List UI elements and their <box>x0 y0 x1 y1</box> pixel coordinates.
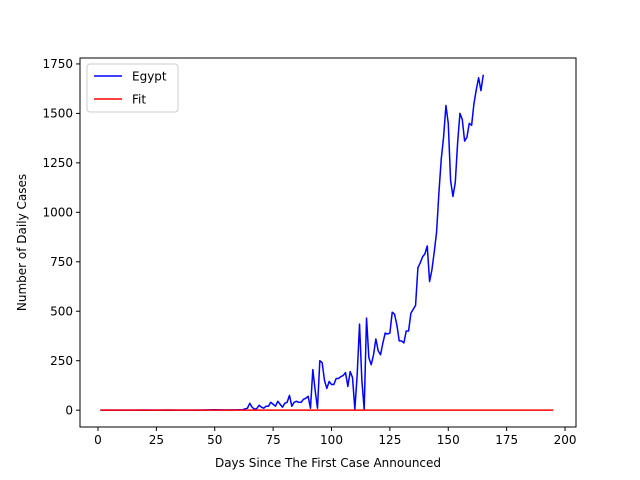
x-tick-label: 200 <box>554 433 577 447</box>
y-tick-label: 1750 <box>42 57 73 71</box>
y-tick-label: 0 <box>65 403 73 417</box>
x-axis-ticks: 0 25 50 75 100 125 150 175 200 <box>94 427 576 447</box>
plot-frame <box>79 57 577 428</box>
legend-label-fit: Fit <box>132 93 146 107</box>
x-tick-label: 50 <box>207 433 222 447</box>
x-tick-label: 75 <box>265 433 280 447</box>
y-axis-ticks: 0 250 500 750 1000 1250 1500 1750 <box>42 57 80 417</box>
y-tick-label: 1500 <box>42 107 73 121</box>
y-tick-label: 750 <box>50 255 73 269</box>
x-tick-label: 125 <box>378 433 401 447</box>
x-tick-label: 0 <box>94 433 102 447</box>
y-tick-label: 1000 <box>42 206 73 220</box>
x-axis-label: Days Since The First Case Announced <box>215 456 441 470</box>
plot-area <box>80 58 576 427</box>
x-tick-label: 175 <box>495 433 518 447</box>
legend-label-egypt: Egypt <box>132 70 167 84</box>
y-tick-label: 250 <box>50 354 73 368</box>
y-tick-label: 500 <box>50 305 73 319</box>
series-layer <box>100 74 554 411</box>
y-tick-label: 1250 <box>42 156 73 170</box>
x-tick-label: 100 <box>320 433 343 447</box>
legend: Egypt Fit <box>86 63 179 113</box>
y-axis-label: Number of Daily Cases <box>15 174 29 311</box>
x-tick-label: 25 <box>149 433 164 447</box>
x-tick-label: 150 <box>437 433 460 447</box>
series-line-egypt <box>100 74 485 411</box>
